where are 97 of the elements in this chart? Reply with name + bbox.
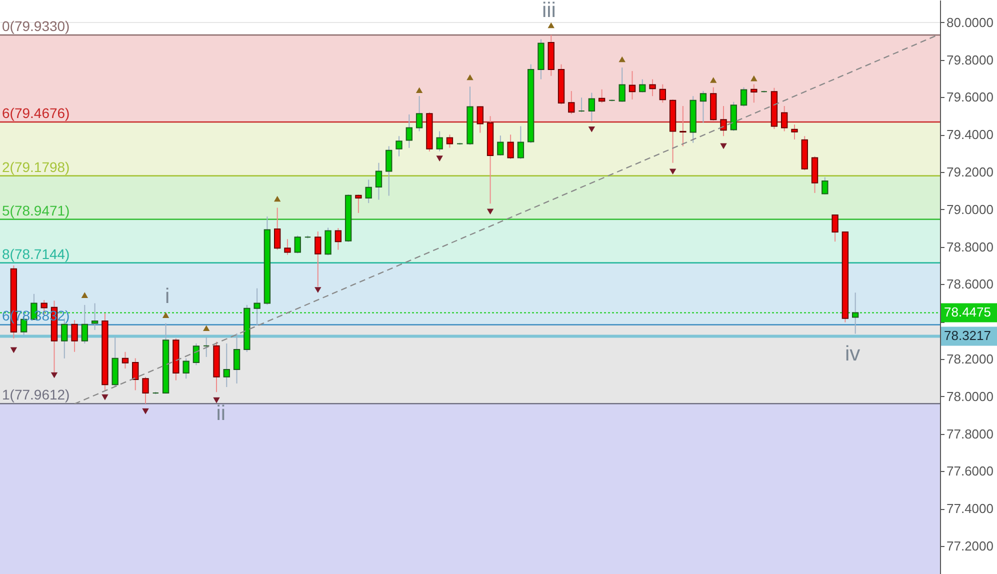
- point: [466, 74, 474, 80]
- candlestick: [233, 332, 240, 384]
- candlestick: [223, 342, 230, 388]
- candlestick: [386, 146, 392, 196]
- candlestick: [132, 358, 139, 391]
- candlestick: [284, 238, 291, 256]
- point: [720, 143, 727, 150]
- point: [486, 208, 494, 215]
- candlestick: [314, 230, 322, 288]
- point: [669, 168, 676, 175]
- y-tick-label: 77.6000: [946, 464, 994, 479]
- y-tick-label: 80.0000: [946, 14, 994, 30]
- candlestick: [578, 97, 585, 113]
- point: [142, 408, 149, 414]
- point: [213, 397, 220, 404]
- candlestick: [334, 228, 342, 250]
- candlestick: [497, 135, 504, 156]
- y-tick-label: 79.2000: [946, 164, 994, 180]
- ref-line-label: 8(78.7144): [2, 246, 70, 262]
- ref-line-label: 1(77.9612): [2, 386, 70, 403]
- y-tick-label: 77.4000: [946, 501, 994, 516]
- point: [710, 77, 717, 83]
- candlestick: [274, 207, 281, 250]
- candlestick: [355, 194, 362, 214]
- point: [750, 75, 758, 82]
- candlestick: [680, 106, 686, 147]
- candlestick: [122, 351, 129, 370]
- y-tick-label: 79.0000: [946, 202, 994, 217]
- point: [10, 347, 18, 354]
- candlestick: [507, 134, 514, 160]
- ref-line-label: 2(79.1798): [2, 158, 70, 175]
- candlestick: [446, 134, 454, 148]
- y-tick-label: 78.0000: [946, 388, 994, 404]
- candlestick: [791, 124, 798, 140]
- point: [314, 287, 322, 293]
- candlestick: [375, 162, 382, 200]
- candlestick: [406, 114, 412, 148]
- candlestick: [71, 320, 78, 352]
- ref-line-label: 78.3217: [944, 328, 991, 344]
- annotation: iv: [844, 342, 861, 366]
- candlestick: [720, 106, 727, 137]
- ref-line-label: 6(79.4676): [2, 104, 70, 121]
- candlestick: [822, 176, 828, 195]
- y-tick-label: 79.8000: [946, 52, 994, 68]
- candlestick: [832, 214, 838, 242]
- candlestick: [365, 179, 372, 204]
- candlestick: [639, 78, 646, 93]
- y-tick-label: 78.2000: [946, 351, 994, 366]
- candlestick: [476, 106, 484, 134]
- candlestick: [618, 66, 626, 102]
- annotation: i: [164, 284, 170, 308]
- point: [81, 292, 88, 298]
- candlestick: [436, 130, 443, 152]
- ref-line-label: 78.4475: [944, 304, 991, 320]
- point: [162, 312, 170, 318]
- candlestick: [203, 336, 210, 358]
- candlestick: [81, 304, 88, 344]
- candlestick: [781, 106, 788, 132]
- point: [50, 372, 58, 378]
- candlestick: [659, 84, 666, 104]
- candlestick: [588, 92, 596, 122]
- candlestick: [416, 96, 423, 132]
- candlestick: [294, 235, 301, 254]
- point: [618, 56, 626, 62]
- candlestick: [649, 78, 656, 97]
- point: [588, 126, 596, 132]
- candlestick: [568, 90, 575, 115]
- y-tick-label: 79.6000: [946, 90, 994, 105]
- point: [436, 156, 443, 162]
- candlestick: [91, 302, 98, 331]
- candlestick: [700, 90, 707, 124]
- point: [102, 394, 108, 400]
- annotation: iii: [542, 0, 556, 22]
- candlestick: [142, 376, 149, 404]
- point: [203, 325, 210, 332]
- y-tick-label: 79.4000: [946, 127, 994, 142]
- ref-line-label: 0(79.9330): [2, 18, 70, 34]
- candlestick: [254, 288, 260, 326]
- candlestick: [750, 84, 758, 104]
- candlestick: [598, 88, 606, 104]
- candlestick: [852, 292, 859, 334]
- y-tick-label: 77.8000: [946, 426, 994, 442]
- point: [274, 196, 281, 202]
- y-tick-label: 77.2000: [946, 538, 994, 554]
- candlestick: [517, 126, 524, 160]
- point: [548, 22, 554, 28]
- candlestick: [396, 136, 402, 157]
- candlestick: [324, 227, 332, 256]
- ref-line-label: 5(78.9471): [2, 202, 70, 218]
- point: [416, 87, 423, 94]
- candlestick: [740, 86, 748, 108]
- candlestick: [182, 358, 190, 380]
- annotation: ii: [216, 402, 226, 425]
- candlestick: [192, 342, 200, 366]
- candlestick: [628, 70, 636, 100]
- y-tick-label: 78.6000: [946, 276, 994, 292]
- y-tick-label: 78.8000: [946, 239, 994, 254]
